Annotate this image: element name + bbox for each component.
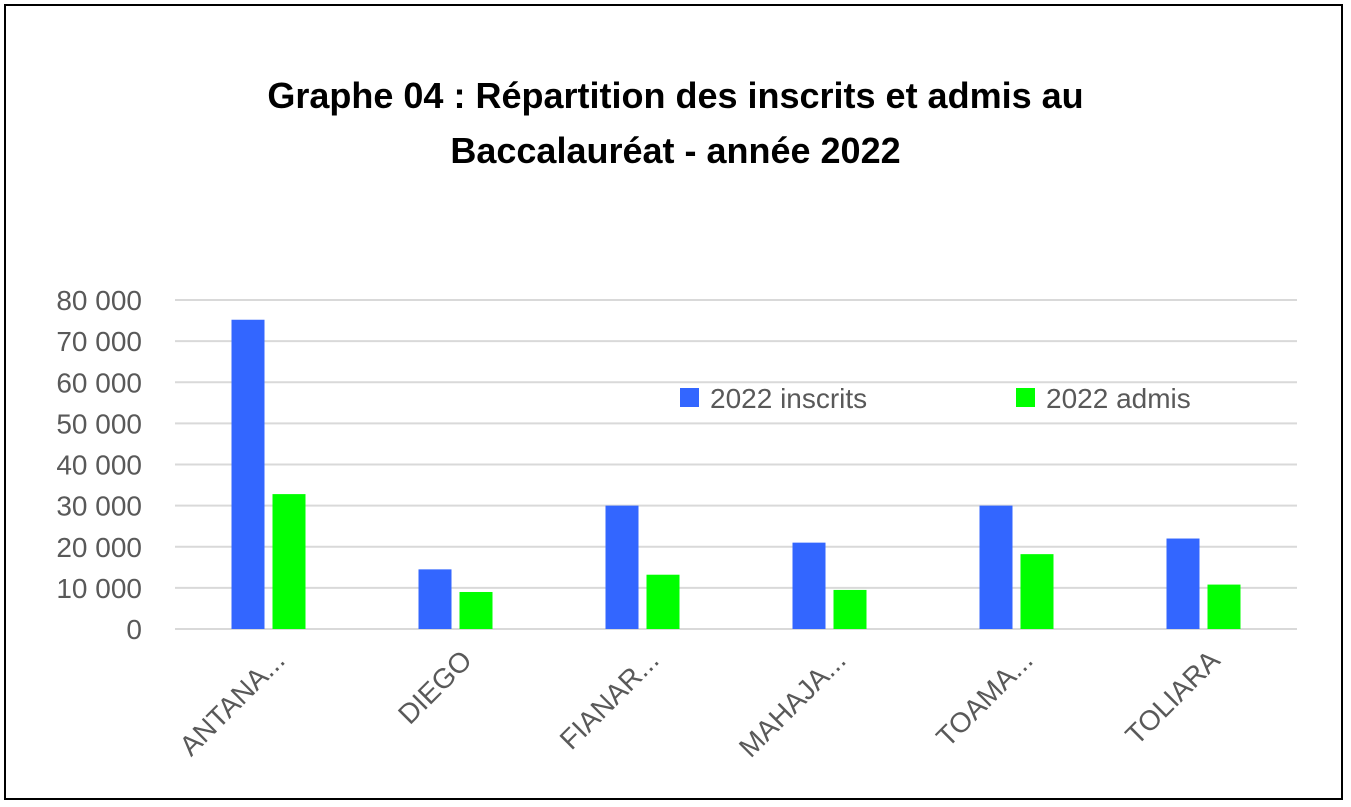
- bars: [231, 319, 1241, 629]
- x-category-label: FIANAR...: [554, 644, 665, 755]
- legend-swatch: [680, 388, 699, 407]
- y-tick-label: 50 000: [56, 408, 142, 439]
- bar-admis-5: [1207, 584, 1241, 629]
- y-tick-label: 70 000: [56, 326, 142, 357]
- gridlines: [175, 299, 1297, 630]
- x-axis-labels: ANTANA... DIEGO FIANAR... MAHAJA... TOAMA...…: [173, 644, 1225, 763]
- y-tick-label: 0: [126, 614, 142, 645]
- bar-inscrits-1: [418, 569, 452, 629]
- bar-admis-0: [272, 494, 306, 629]
- chart-title-line2: Baccalauréat - année 2022: [450, 130, 901, 171]
- y-tick-label: 20 000: [56, 532, 142, 563]
- legend-swatch: [1016, 388, 1035, 407]
- bar-admis-2: [646, 574, 680, 629]
- bar-inscrits-2: [605, 505, 639, 629]
- bar-admis-1: [459, 591, 493, 629]
- y-tick-label: 80 000: [56, 285, 142, 316]
- x-category-label: MAHAJA...: [733, 644, 852, 763]
- bar-inscrits-4: [979, 505, 1013, 629]
- x-category-label: TOLIARA: [1119, 644, 1226, 751]
- bar-admis-3: [833, 589, 867, 629]
- bar-admis-4: [1020, 554, 1054, 629]
- y-tick-label: 60 000: [56, 367, 142, 398]
- chart-title: Graphe 04 : Répartition des inscrits et …: [0, 68, 1351, 178]
- bar-inscrits-5: [1166, 538, 1200, 629]
- chart-frame: [4, 4, 1343, 800]
- y-axis-ticks: 0 10 000 20 000 30 000 40 000 50 000 60 000 70 …: [56, 285, 142, 645]
- x-category-label: TOAMA...: [930, 644, 1038, 752]
- x-category-label: DIEGO: [392, 644, 478, 730]
- legend-label: 2022 inscrits: [710, 383, 867, 414]
- legend-label: 2022 admis: [1046, 383, 1191, 414]
- x-category-label: ANTANA...: [173, 644, 290, 761]
- bar-inscrits-0: [231, 319, 265, 629]
- y-tick-label: 40 000: [56, 450, 142, 481]
- chart-title-line1: Graphe 04 : Répartition des inscrits et …: [267, 75, 1084, 116]
- y-tick-label: 30 000: [56, 491, 142, 522]
- bar-inscrits-3: [792, 542, 826, 629]
- legend: 2022 inscrits 2022 admis: [680, 383, 1191, 414]
- y-tick-label: 10 000: [56, 573, 142, 604]
